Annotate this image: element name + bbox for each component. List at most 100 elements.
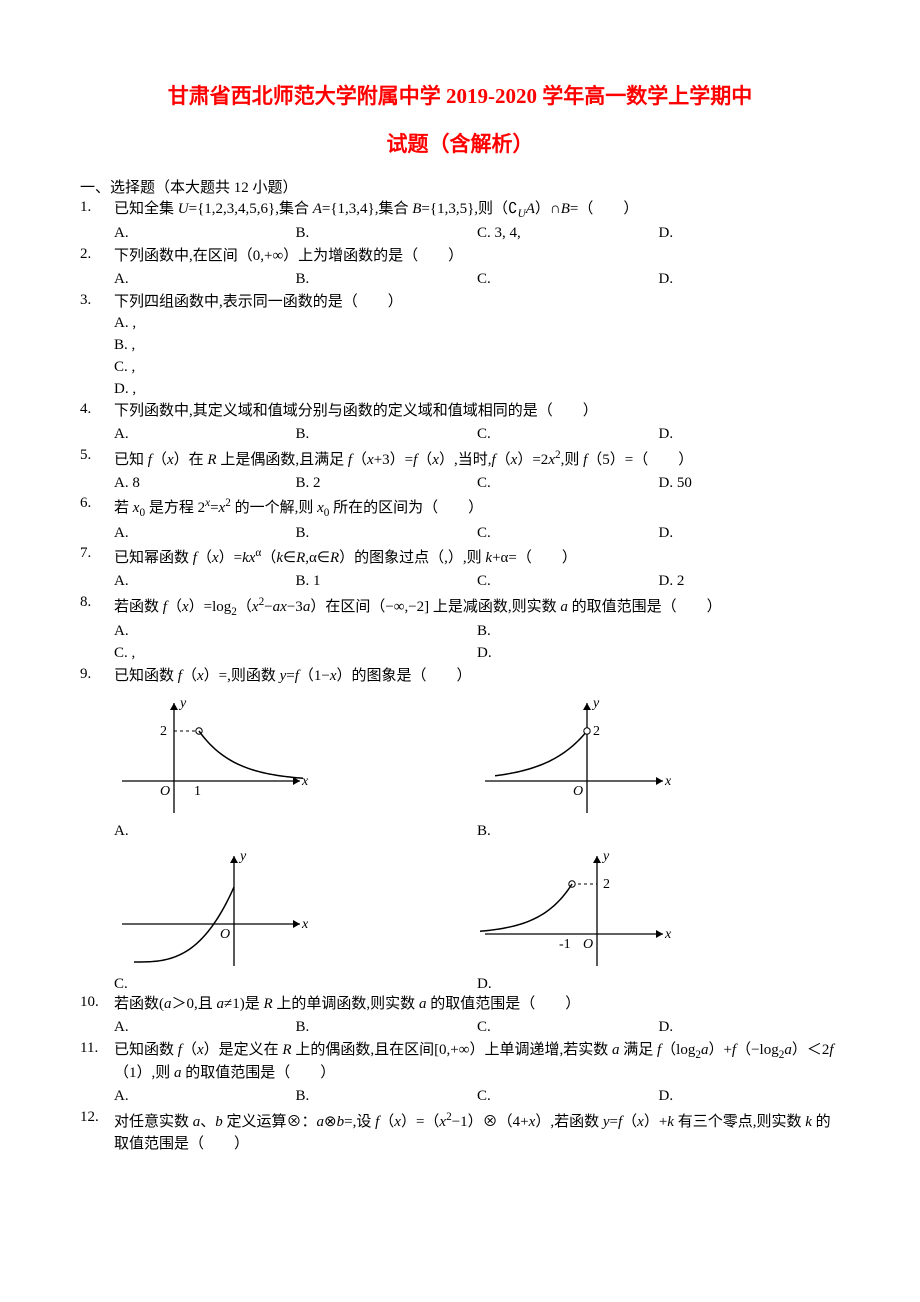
figure-row: xyO21xyO2 bbox=[114, 691, 840, 821]
figure-label-row: A.B. bbox=[114, 823, 840, 840]
choices: A. ,B. ,C. ,D. , bbox=[114, 313, 840, 400]
choice-label-a: A. bbox=[114, 823, 477, 840]
choices: A.B.C.D. bbox=[114, 523, 840, 545]
question-stem: 已知 f（x）在 R 上是偶函数,且满足 f（x+3）=f（x）,当时,f（x）… bbox=[114, 447, 840, 472]
question-number: 12. bbox=[80, 1109, 114, 1156]
question-body: 已知全集 U={1,2,3,4,5,6},集合 A={1,3,4},集合 B={… bbox=[114, 199, 840, 245]
question-number: 2. bbox=[80, 246, 114, 291]
question-item: 5.已知 f（x）在 R 上是偶函数,且满足 f（x+3）=f（x）,当时,f（… bbox=[80, 447, 840, 495]
choice: B. 2 bbox=[296, 473, 478, 495]
choice: D. bbox=[477, 643, 840, 665]
question-item: 8.若函数 f（x）=log2（x2−ax−3a）在区间（−∞,−2] 上是减函… bbox=[80, 594, 840, 665]
question-number: 5. bbox=[80, 447, 114, 495]
choice: C. bbox=[477, 424, 659, 446]
question-number: 3. bbox=[80, 292, 114, 401]
question-item: 2.下列函数中,在区间（0,+∞）上为增函数的是（ ）A.B.C.D. bbox=[80, 246, 840, 291]
choice-label-d: D. bbox=[477, 976, 840, 993]
svg-text:2: 2 bbox=[593, 724, 600, 739]
choice: B. bbox=[477, 621, 840, 643]
question-item: 1.已知全集 U={1,2,3,4,5,6},集合 A={1,3,4},集合 B… bbox=[80, 199, 840, 245]
choice: A. bbox=[114, 424, 296, 446]
figure-d: xyO2-1 bbox=[477, 844, 840, 974]
svg-text:O: O bbox=[573, 784, 583, 799]
choice: A. , bbox=[114, 313, 840, 335]
choice: C. bbox=[477, 571, 659, 593]
svg-text:O: O bbox=[220, 927, 230, 942]
choice: A. bbox=[114, 269, 296, 291]
question-number: 8. bbox=[80, 594, 114, 665]
svg-text:2: 2 bbox=[603, 877, 610, 892]
question-stem: 若函数 f（x）=log2（x2−ax−3a）在区间（−∞,−2] 上是减函数,… bbox=[114, 594, 840, 620]
question-item: 11.已知函数 f（x）是定义在 R 上的偶函数,且在区间[0,+∞）上单调递增… bbox=[80, 1040, 840, 1108]
choice: B. bbox=[296, 523, 478, 545]
figure-row: x y Ox y O 2 -1 bbox=[114, 844, 840, 974]
svg-text:O: O bbox=[583, 937, 593, 952]
question-number: 4. bbox=[80, 401, 114, 446]
question-body: 若函数(a＞0,且 a≠1)是 R 上的单调函数,则实数 a 的取值范围是（ ）… bbox=[114, 994, 840, 1039]
svg-text:y: y bbox=[601, 849, 610, 864]
choice: C. 3, 4, bbox=[477, 223, 659, 245]
question-body: 下列函数中,在区间（0,+∞）上为增函数的是（ ）A.B.C.D. bbox=[114, 246, 840, 291]
svg-text:y: y bbox=[238, 849, 247, 864]
choice: C. , bbox=[114, 357, 840, 379]
question-number: 9. bbox=[80, 666, 114, 994]
title-block: 甘肃省西北师范大学附属中学 2019-2020 学年高一数学上学期中 试题（含解… bbox=[80, 80, 840, 158]
svg-text:2: 2 bbox=[160, 724, 167, 739]
svg-text:1: 1 bbox=[194, 784, 201, 799]
choice: B. bbox=[296, 223, 478, 245]
choice: B. 1 bbox=[296, 571, 478, 593]
question-body: 已知函数 f（x）是定义在 R 上的偶函数,且在区间[0,+∞）上单调递增,若实… bbox=[114, 1040, 840, 1108]
question-stem: 若函数(a＞0,且 a≠1)是 R 上的单调函数,则实数 a 的取值范围是（ ） bbox=[114, 994, 840, 1016]
question-stem: 已知函数 f（x）是定义在 R 上的偶函数,且在区间[0,+∞）上单调递增,若实… bbox=[114, 1040, 840, 1085]
question-stem: 下列函数中,其定义域和值域分别与函数的定义域和值域相同的是（ ） bbox=[114, 401, 840, 423]
choice: D. bbox=[659, 1017, 841, 1039]
choice: B. bbox=[296, 269, 478, 291]
svg-text:-1: -1 bbox=[559, 937, 571, 952]
choices: A.B.C.D. bbox=[114, 269, 840, 291]
choice-label-b: B. bbox=[477, 823, 840, 840]
question-stem: 对任意实数 a、b 定义运算⊗：a⊗b=,设 f（x）=（x2−1）⊗（4+x）… bbox=[114, 1109, 840, 1156]
question-body: 下列函数中,其定义域和值域分别与函数的定义域和值域相同的是（ ）A.B.C.D. bbox=[114, 401, 840, 446]
question-list: 1.已知全集 U={1,2,3,4,5,6},集合 A={1,3,4},集合 B… bbox=[80, 199, 840, 1155]
question-stem: 下列函数中,在区间（0,+∞）上为增函数的是（ ） bbox=[114, 246, 840, 268]
question-body: 对任意实数 a、b 定义运算⊗：a⊗b=,设 f（x）=（x2−1）⊗（4+x）… bbox=[114, 1109, 840, 1156]
choice: C. bbox=[477, 1017, 659, 1039]
choices: A.B. 1C.D. 2 bbox=[114, 571, 840, 593]
choice: A. bbox=[114, 621, 477, 643]
svg-text:x: x bbox=[301, 917, 309, 932]
question-item: 12.对任意实数 a、b 定义运算⊗：a⊗b=,设 f（x）=（x2−1）⊗（4… bbox=[80, 1109, 840, 1156]
svg-text:y: y bbox=[178, 696, 187, 711]
choice: B. bbox=[296, 424, 478, 446]
figure-label-row: C.D. bbox=[114, 976, 840, 993]
question-item: 7.已知幂函数 f（x）=kxα（k∈R,α∈R）的图象过点（,）,则 k+α=… bbox=[80, 545, 840, 593]
choice: D. , bbox=[114, 379, 840, 401]
svg-text:y: y bbox=[591, 696, 600, 711]
question-stem: 若 x0 是方程 2x=x2 的一个解,则 x0 所在的区间为（ ） bbox=[114, 495, 840, 521]
title-line-2: 试题（含解析） bbox=[80, 128, 840, 158]
choice: D. bbox=[659, 223, 841, 245]
question-stem: 已知函数 f（x）=,则函数 y=f（1−x）的图象是（ ） bbox=[114, 666, 840, 688]
choice: A. bbox=[114, 1017, 296, 1039]
choice: B. , bbox=[114, 335, 840, 357]
choice-label-c: C. bbox=[114, 976, 477, 993]
question-body: 已知 f（x）在 R 上是偶函数,且满足 f（x+3）=f（x）,当时,f（x）… bbox=[114, 447, 840, 495]
choices: A.B.C.D. bbox=[114, 1086, 840, 1108]
question-number: 7. bbox=[80, 545, 114, 593]
question-body: 已知函数 f（x）=,则函数 y=f（1−x）的图象是（ ） x y O 2 1 x y O 2 A… bbox=[114, 666, 840, 994]
question-number: 1. bbox=[80, 199, 114, 245]
svg-text:x: x bbox=[664, 774, 672, 789]
figure-c: x y O bbox=[114, 844, 477, 974]
choices: A.B.C.D. bbox=[114, 1017, 840, 1039]
choice: A. bbox=[114, 1086, 296, 1108]
title-line-1: 甘肃省西北师范大学附属中学 2019-2020 学年高一数学上学期中 bbox=[80, 80, 840, 110]
choice: D. bbox=[659, 269, 841, 291]
choice: B. bbox=[296, 1017, 478, 1039]
choice: D. bbox=[659, 1086, 841, 1108]
choices: A.B.C. ,D. bbox=[114, 621, 840, 665]
question-item: 10.若函数(a＞0,且 a≠1)是 R 上的单调函数,则实数 a 的取值范围是… bbox=[80, 994, 840, 1039]
question-item: 4.下列函数中,其定义域和值域分别与函数的定义域和值域相同的是（ ）A.B.C.… bbox=[80, 401, 840, 446]
question-stem: 下列四组函数中,表示同一函数的是（ ） bbox=[114, 292, 840, 314]
choice: C. bbox=[477, 473, 659, 495]
choices: A. 8B. 2C.D. 50 bbox=[114, 473, 840, 495]
choices: A.B.C.D. bbox=[114, 424, 840, 446]
